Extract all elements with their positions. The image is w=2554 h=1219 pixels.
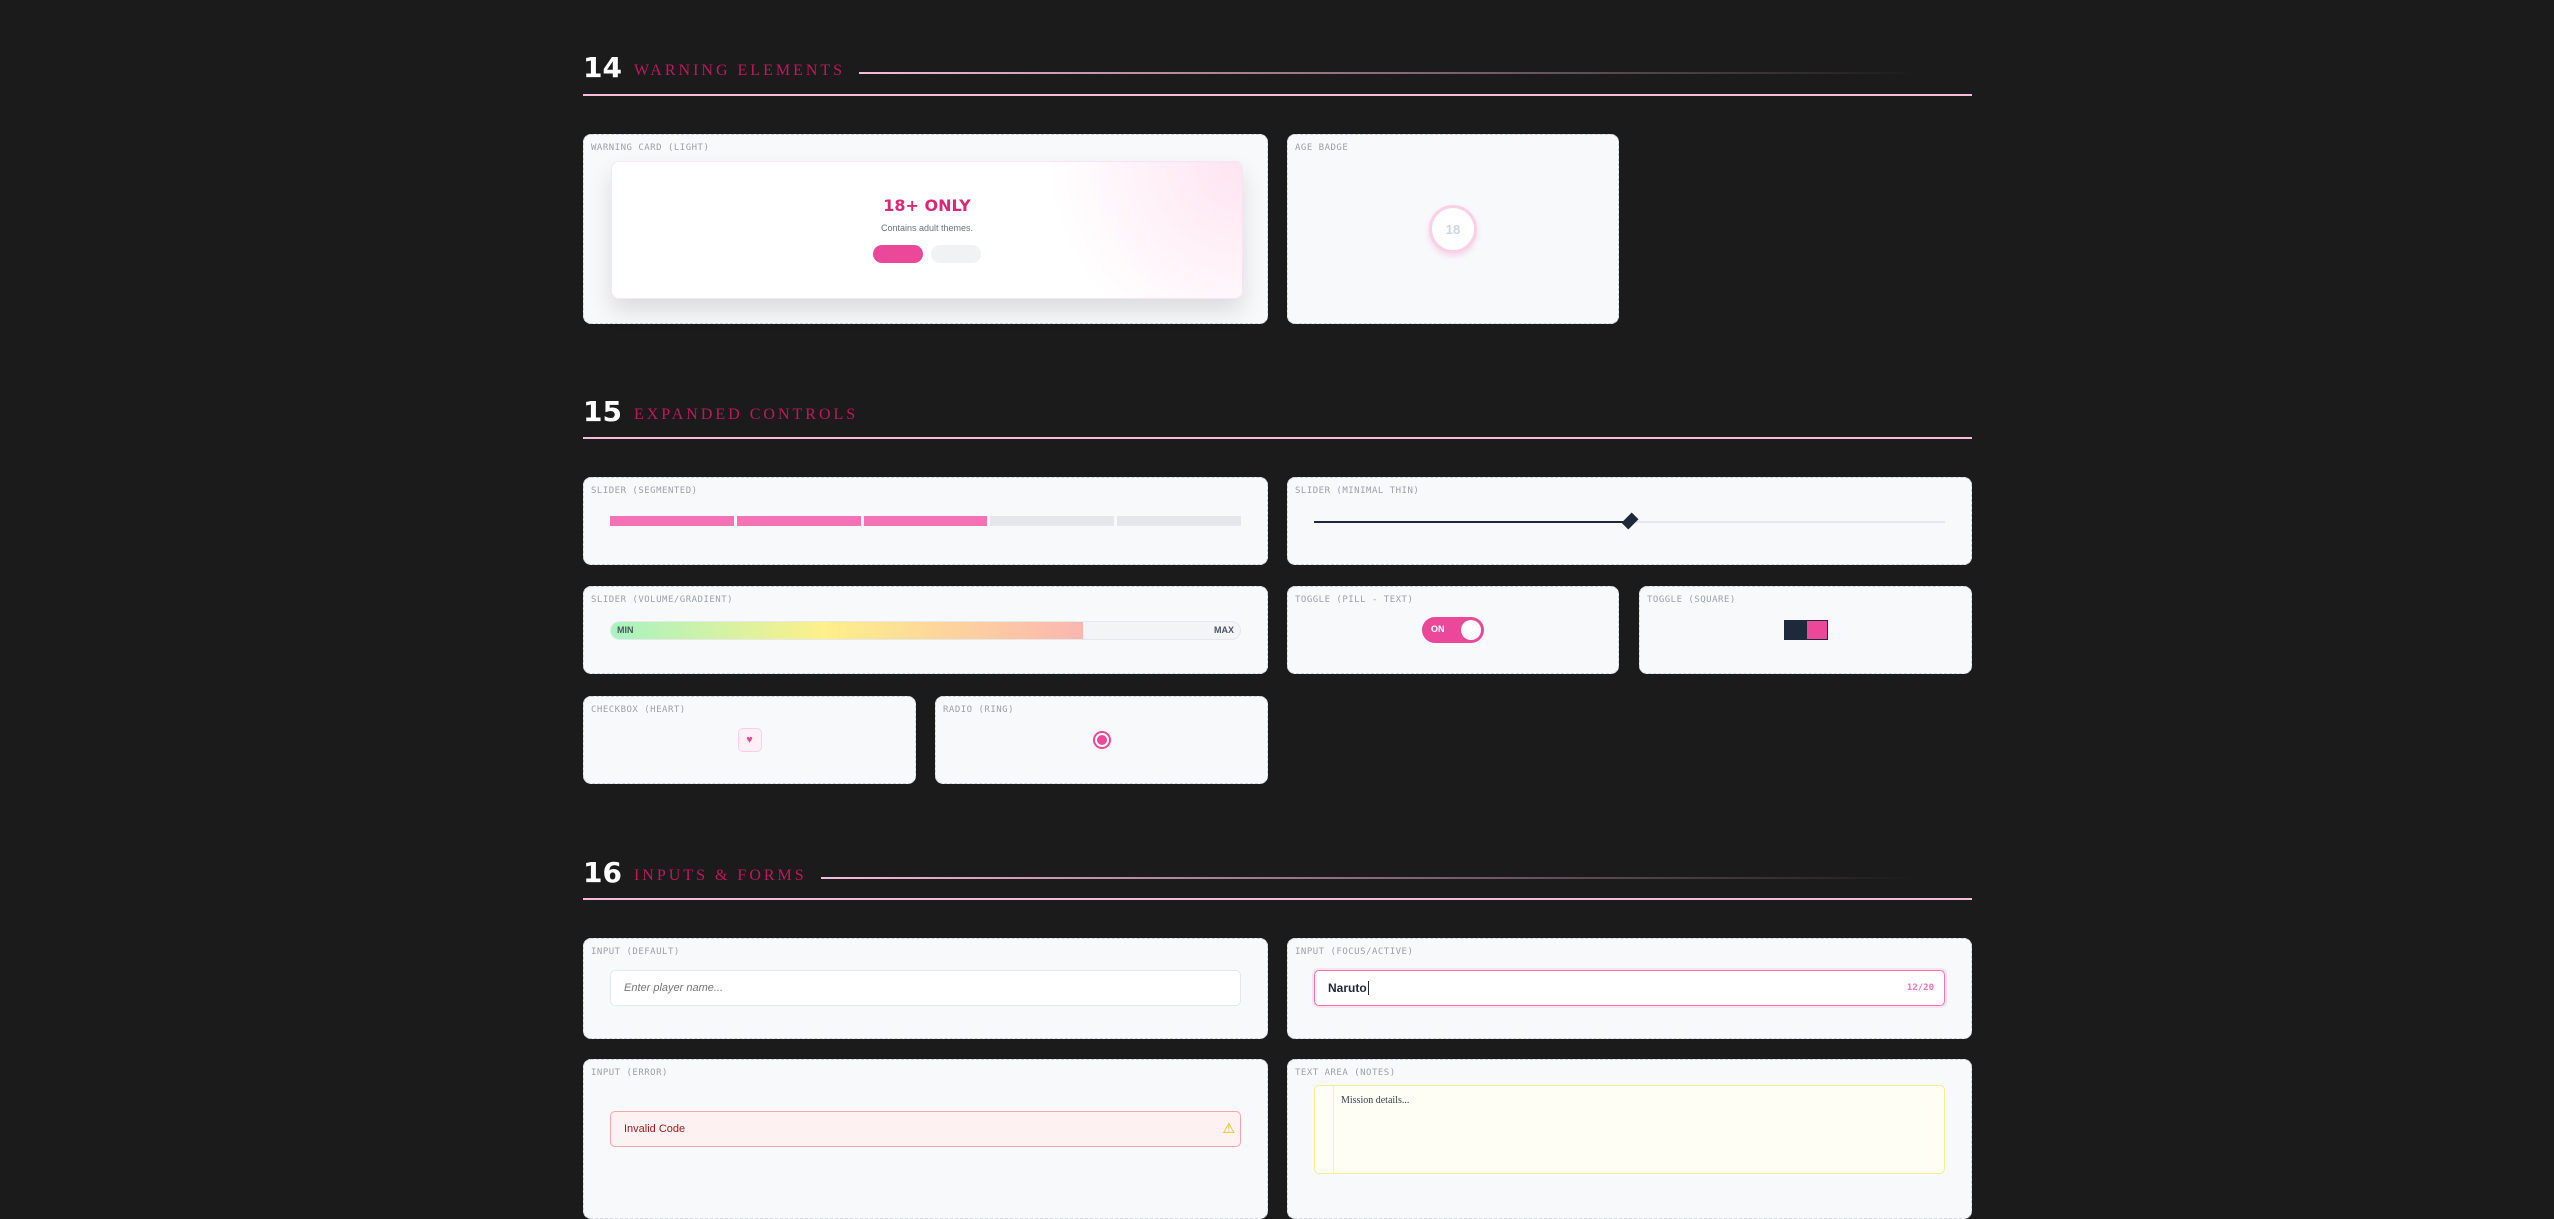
divider: [859, 72, 1972, 74]
input-error-panel: Input (Error) Invalid Code ⚠: [583, 1059, 1268, 1219]
slider-segment[interactable]: [1117, 516, 1241, 526]
card-label: Input (Default): [591, 947, 680, 957]
warning-text: Contains adult themes.: [880, 223, 974, 233]
char-counter: 12/20: [1906, 983, 1934, 993]
input-value: Invalid Code: [624, 1123, 686, 1135]
toggle-knob: [1461, 620, 1481, 640]
slider-segment[interactable]: [610, 516, 734, 526]
card-label: Toggle (Square): [1647, 595, 1736, 605]
slider-handle[interactable]: [1621, 512, 1638, 530]
card-label: Slider (Minimal Thin): [1295, 486, 1420, 496]
error-input[interactable]: Invalid Code ⚠: [610, 1111, 1241, 1147]
thin-slider[interactable]: [1314, 512, 1945, 530]
card-label: Toggle (Pill - Text): [1295, 595, 1414, 605]
warning-card: 18+ ONLY Contains adult themes.: [611, 161, 1243, 299]
toggle-state: ON: [1431, 624, 1445, 634]
max-label: MAX: [1214, 625, 1234, 635]
square-toggle[interactable]: [1783, 620, 1828, 640]
warning-card-panel: Warning Card (Light) 18+ ONLY Contains a…: [583, 134, 1268, 324]
section-header-15: 15 EXPANDED CONTROLS: [583, 396, 1972, 426]
card-label: Checkbox (Heart): [591, 705, 686, 715]
age-badge-panel: Age Badge 18: [1287, 134, 1619, 324]
divider: [583, 94, 1972, 96]
focused-input[interactable]: Naruto 12/20: [1314, 970, 1945, 1006]
section-number: 14: [583, 51, 622, 84]
volume-slider[interactable]: MIN MAX: [610, 621, 1241, 640]
min-label: MIN: [617, 625, 634, 635]
textarea-panel: Text Area (Notes) Mission details...: [1287, 1059, 1972, 1219]
section-title: INPUTS & FORMS: [633, 867, 807, 884]
divider: [820, 877, 1972, 879]
card-label: Slider (Volume/Gradient): [591, 595, 734, 605]
toggle-square-panel: Toggle (Square): [1639, 586, 1972, 674]
slider-segmented-panel: Slider (Segmented): [583, 477, 1268, 565]
segmented-slider[interactable]: [610, 516, 1241, 526]
card-label: Radio (Ring): [943, 705, 1015, 715]
input-focus-panel: Input (Focus/Active) Naruto 12/20: [1287, 938, 1972, 1039]
warning-icon: ⚠: [1222, 1120, 1235, 1136]
section-title: WARNING ELEMENTS: [633, 62, 846, 79]
divider: [583, 437, 1972, 439]
input-default-panel: Input (Default): [583, 938, 1268, 1039]
pill-toggle[interactable]: ON: [1422, 617, 1484, 643]
heart-icon: ♥: [746, 734, 753, 746]
slider-volume-panel: Slider (Volume/Gradient) MIN MAX: [583, 586, 1268, 674]
slider-segment[interactable]: [736, 516, 861, 526]
card-label: Age Badge: [1295, 143, 1349, 153]
divider: [583, 898, 1972, 900]
radio-ring-panel: Radio (Ring): [935, 696, 1268, 784]
notes-textarea[interactable]: Mission details...: [1314, 1085, 1945, 1174]
toggle-knob: [1806, 621, 1827, 639]
card-label: Input (Focus/Active): [1295, 947, 1414, 957]
textarea-value: Mission details...: [1341, 1095, 1410, 1106]
margin-line: [1333, 1086, 1334, 1173]
card-label: Text Area (Notes): [1295, 1068, 1396, 1078]
radio-dot: [1096, 735, 1107, 745]
player-name-input[interactable]: [610, 970, 1241, 1006]
section-number: 16: [583, 856, 622, 889]
slider-segment[interactable]: [990, 516, 1115, 526]
card-label: Warning Card (Light): [591, 143, 710, 153]
confirm-button[interactable]: [873, 245, 923, 263]
slider-segment[interactable]: [863, 516, 988, 526]
section-number: 15: [583, 395, 622, 428]
toggle-pill-panel: Toggle (Pill - Text) ON: [1287, 586, 1619, 674]
cancel-button[interactable]: [931, 245, 981, 263]
age-badge: 18: [1429, 205, 1477, 253]
ring-radio[interactable]: [1092, 731, 1111, 749]
input-value: Naruto: [1328, 981, 1369, 995]
card-label: Input (Error): [591, 1068, 668, 1078]
card-label: Slider (Segmented): [591, 486, 698, 496]
slider-thin-panel: Slider (Minimal Thin): [1287, 477, 1972, 565]
warning-title: 18+ ONLY: [883, 196, 971, 215]
section-header-14: 14 WARNING ELEMENTS: [583, 52, 1972, 82]
section-title: EXPANDED CONTROLS: [633, 406, 859, 423]
heart-checkbox[interactable]: ♥: [737, 728, 762, 752]
checkbox-heart-panel: Checkbox (Heart) ♥: [583, 696, 916, 784]
section-header-16: 16 INPUTS & FORMS: [583, 857, 1972, 887]
